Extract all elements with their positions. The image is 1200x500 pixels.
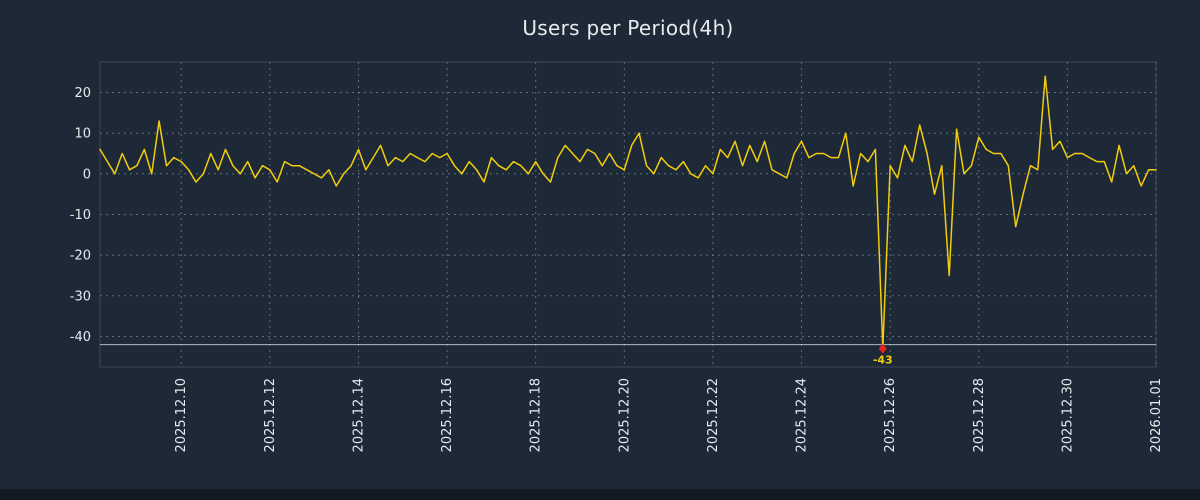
- svg-text:2026.01.01: 2026.01.01: [1149, 378, 1164, 452]
- svg-text:10: 10: [74, 127, 91, 142]
- svg-text:20: 20: [74, 86, 91, 101]
- svg-text:2025.12.10: 2025.12.10: [174, 378, 189, 452]
- svg-text:-40: -40: [70, 330, 91, 345]
- svg-text:2025.12.20: 2025.12.20: [617, 378, 632, 452]
- svg-text:2025.12.14: 2025.12.14: [352, 378, 367, 452]
- svg-text:-20: -20: [70, 249, 91, 264]
- y-axis-labels: 20 10 0 -10 -20 -30 -40: [70, 86, 91, 345]
- svg-text:2025.12.28: 2025.12.28: [972, 378, 987, 452]
- svg-text:2025.12.16: 2025.12.16: [440, 378, 455, 452]
- svg-text:0: 0: [83, 167, 91, 182]
- series-line: [99, 75, 1157, 350]
- svg-text:-30: -30: [70, 289, 91, 304]
- x-axis-labels: 2025.12.10 2025.12.12 2025.12.14 2025.12.16…: [174, 378, 1164, 452]
- svg-text:-10: -10: [70, 208, 91, 223]
- svg-text:2025.12.24: 2025.12.24: [795, 378, 810, 452]
- min-value-label: -43: [873, 354, 893, 367]
- svg-text:2025.12.30: 2025.12.30: [1060, 378, 1075, 452]
- svg-text:2025.12.26: 2025.12.26: [883, 378, 898, 452]
- min-marker-icon: [878, 343, 887, 354]
- page-title: Users per Period(4h): [522, 16, 734, 40]
- svg-text:2025.12.22: 2025.12.22: [706, 378, 721, 452]
- svg-text:2025.12.18: 2025.12.18: [529, 378, 544, 452]
- grid-lines: [100, 62, 1157, 367]
- svg-text:2025.12.12: 2025.12.12: [263, 378, 278, 452]
- bottom-edge-strip: [0, 489, 1200, 500]
- plot-frame: [99, 61, 1157, 368]
